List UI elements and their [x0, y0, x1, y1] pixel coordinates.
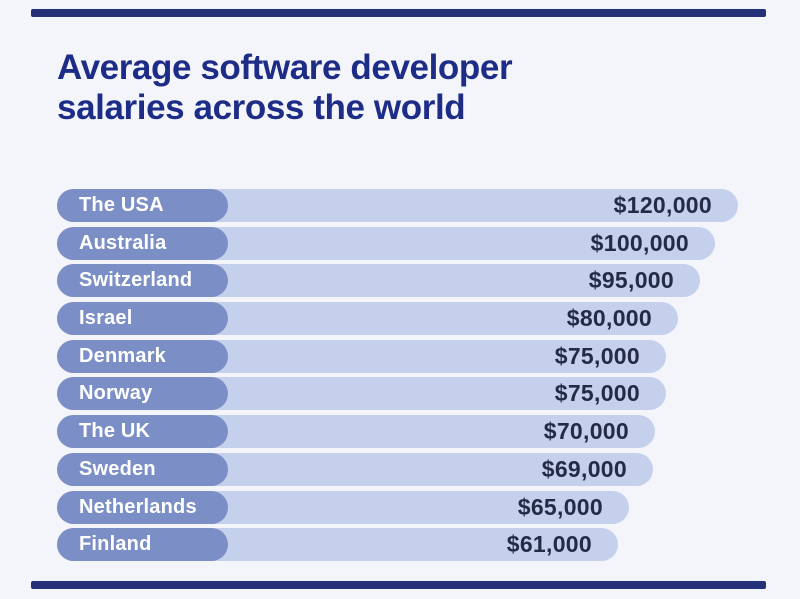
bar-row: Finland $61,000: [57, 528, 766, 562]
salary-bar: Switzerland $95,000: [57, 264, 700, 298]
salary-bar-chart: The USA $120,000 Australia $100,000 Swit…: [57, 189, 766, 566]
salary-value: $75,000: [554, 342, 640, 369]
bar-row: The UK $70,000: [57, 415, 766, 449]
country-label-pill: Israel: [57, 302, 228, 336]
country-label-pill: Finland: [57, 528, 228, 562]
salary-bar: Denmark $75,000: [57, 339, 666, 373]
salary-bar: The USA $120,000: [57, 189, 738, 222]
salary-value: $65,000: [517, 493, 603, 520]
salary-value: $70,000: [543, 418, 629, 445]
country-label-pill: Sweden: [57, 452, 228, 486]
bar-row: Switzerland $95,000: [57, 264, 766, 298]
salary-bar: Sweden $69,000: [57, 452, 653, 486]
salary-value: $120,000: [613, 192, 712, 218]
bar-row: Netherlands $65,000: [57, 490, 766, 524]
salary-bar: Norway $75,000: [57, 377, 666, 411]
bar-row: Australia $100,000: [57, 226, 766, 260]
salary-value: $80,000: [566, 305, 652, 332]
salary-value: $69,000: [541, 455, 627, 482]
bar-row: Denmark $75,000: [57, 339, 766, 373]
salary-bar: Israel $80,000: [57, 302, 678, 336]
bottom-accent-bar: [31, 581, 766, 589]
country-label-pill: The USA: [57, 189, 228, 222]
chart-title-line1: Average software developer: [57, 48, 513, 87]
country-label-pill: Switzerland: [57, 264, 228, 298]
bar-row: The USA $120,000: [57, 189, 766, 222]
country-label-pill: Netherlands: [57, 490, 228, 524]
country-label-pill: Denmark: [57, 339, 228, 373]
salary-bar: Netherlands $65,000: [57, 490, 629, 524]
chart-title: Average software developer salaries acros…: [57, 48, 513, 128]
bar-row: Sweden $69,000: [57, 452, 766, 486]
chart-title-line2: salaries across the world: [57, 88, 466, 127]
salary-bar: Finland $61,000: [57, 528, 618, 562]
salary-bar: The UK $70,000: [57, 415, 655, 449]
salary-value: $100,000: [590, 229, 689, 256]
salary-value: $95,000: [588, 267, 674, 294]
country-label-pill: Norway: [57, 377, 228, 411]
salary-value: $75,000: [554, 380, 640, 407]
country-label-pill: The UK: [57, 415, 228, 449]
salary-bar: Australia $100,000: [57, 226, 715, 260]
salary-value: $61,000: [506, 531, 592, 558]
bar-row: Israel $80,000: [57, 302, 766, 336]
top-accent-bar: [31, 9, 766, 17]
bar-row: Norway $75,000: [57, 377, 766, 411]
country-label-pill: Australia: [57, 226, 228, 260]
